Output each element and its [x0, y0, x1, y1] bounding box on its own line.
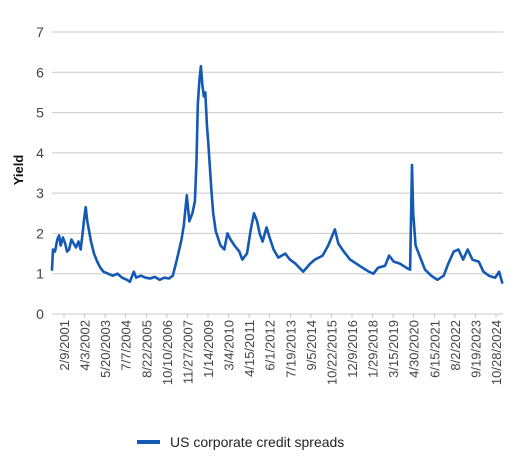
- series-layer: [50, 64, 504, 284]
- y-axis-ticks: 0 1 2 3 4 5 6 7: [36, 24, 44, 322]
- legend: US corporate credit spreads: [137, 434, 344, 450]
- series-line-0: [50, 64, 504, 284]
- x-tick-label: 2/9/2001: [57, 320, 72, 371]
- x-tick-label: 7/19/2013: [283, 320, 298, 378]
- y-tick-label: 5: [36, 105, 44, 121]
- x-tick-label: 10/22/2015: [324, 320, 339, 385]
- x-axis-ticks: 2/9/2001 4/3/2002 5/20/2003 7/7/2004 8/22/20…: [57, 314, 504, 385]
- x-tick-label: 7/7/2004: [119, 320, 134, 371]
- x-tick-label: 8/2/2022: [448, 320, 463, 371]
- gridlines: [52, 31, 503, 315]
- y-tick-label: 4: [36, 145, 44, 161]
- x-tick-label: 4/3/2002: [78, 320, 93, 371]
- x-tick-label: 5/20/2003: [98, 320, 113, 378]
- x-tick-label: 6/15/2021: [427, 320, 442, 378]
- y-tick-label: 2: [36, 225, 44, 241]
- x-tick-label: 8/22/2005: [139, 320, 154, 378]
- x-tick-label: 3/15/2019: [386, 320, 401, 378]
- y-tick-label: 1: [36, 266, 44, 282]
- x-tick-label: 10/10/2006: [160, 320, 175, 385]
- x-tick-label: 4/15/2011: [242, 320, 257, 377]
- y-tick-label: 6: [36, 64, 44, 80]
- x-tick-label: 1/14/2009: [201, 320, 216, 378]
- x-tick-label: 3/4/2010: [222, 320, 237, 371]
- x-tick-label: 9/5/2014: [304, 320, 319, 371]
- x-tick-label: 11/27/2007: [180, 320, 195, 384]
- x-tick-label: 10/28/2024: [489, 320, 504, 385]
- x-tick-label: 12/9/2016: [345, 320, 360, 378]
- y-tick-label: 0: [36, 306, 44, 322]
- x-tick-label: 1/29/2018: [366, 320, 381, 378]
- y-tick-label: 3: [36, 185, 44, 201]
- x-tick-label: 4/30/2020: [407, 320, 422, 378]
- x-tick-label: 6/1/2012: [263, 320, 278, 371]
- legend-label: US corporate credit spreads: [170, 434, 344, 450]
- y-tick-label: 7: [36, 24, 44, 40]
- x-tick-label: 9/19/2023: [468, 320, 483, 378]
- y-axis-label: Yield: [11, 155, 26, 186]
